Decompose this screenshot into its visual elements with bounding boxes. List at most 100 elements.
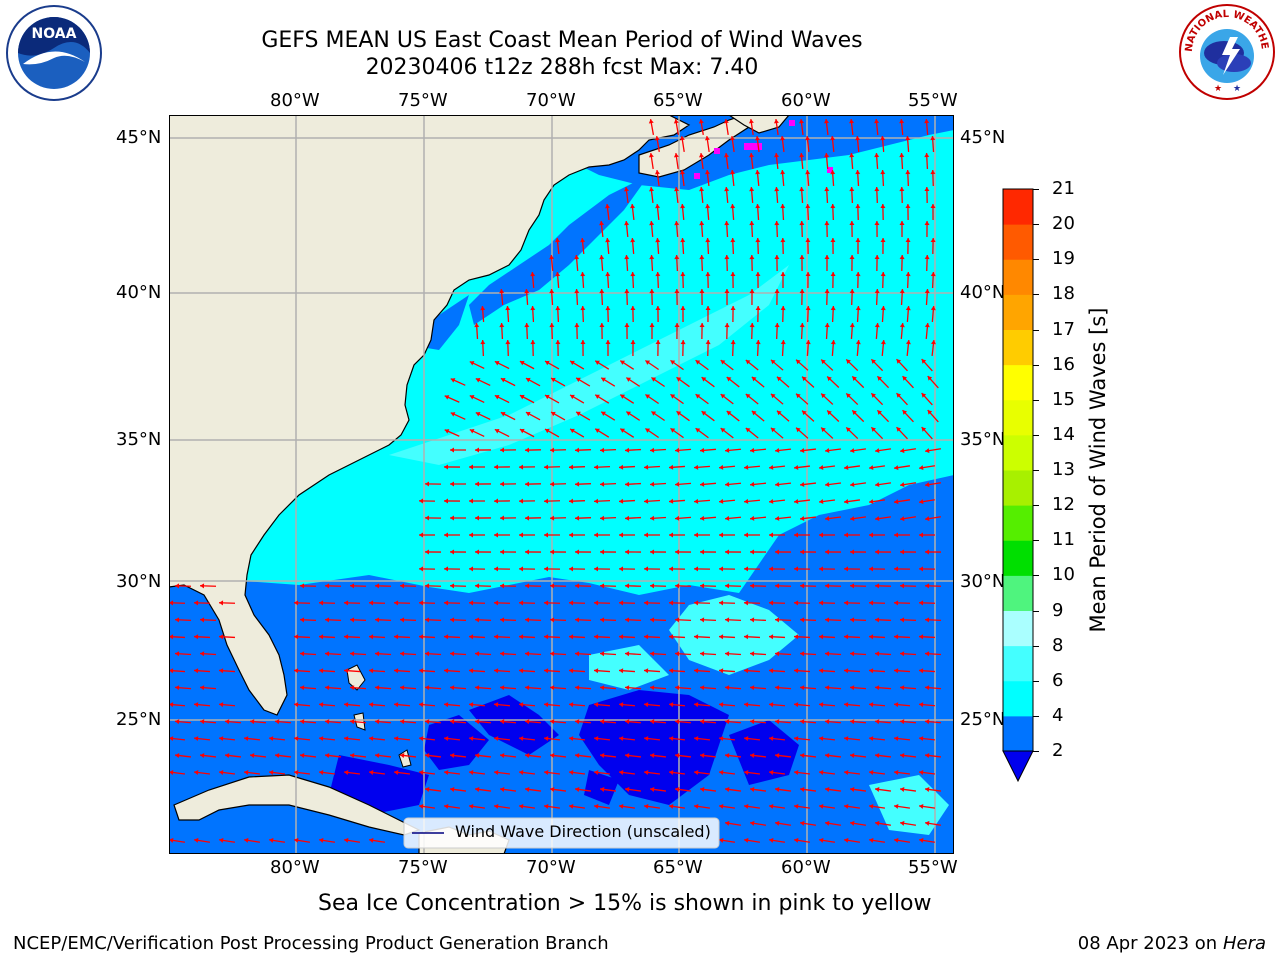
wind-wave-arrowhead — [894, 668, 899, 674]
wind-wave-arrowhead — [444, 770, 449, 775]
wind-wave-arrowhead — [855, 170, 861, 175]
wind-wave-arrowhead — [775, 549, 780, 555]
wind-wave-arrowhead — [425, 617, 430, 623]
wind-wave-arrowhead — [875, 753, 880, 759]
wind-wave-arrowhead — [921, 393, 927, 398]
wind-wave-arrowhead — [450, 378, 456, 383]
wind-wave-arrowhead — [919, 634, 924, 640]
wind-wave-arrows — [169, 118, 942, 843]
wind-wave-arrowhead — [780, 170, 786, 175]
wind-wave-arrowhead — [749, 187, 755, 192]
wind-wave-arrowhead — [595, 394, 600, 400]
wind-wave-arrowhead — [725, 515, 730, 521]
wind-wave-arrowhead — [525, 719, 530, 725]
wind-wave-arrowhead — [650, 481, 655, 487]
wind-wave-arrowhead — [719, 464, 724, 470]
wind-wave-arrowhead — [899, 119, 905, 124]
wind-wave-arrowhead — [675, 549, 680, 555]
wind-wave-arrowhead — [875, 617, 880, 623]
wind-wave-arrowhead — [900, 685, 905, 691]
wind-wave-arrowhead — [680, 306, 686, 311]
wind-wave-arrowhead — [695, 428, 701, 433]
wind-wave-arrowhead — [744, 702, 749, 708]
wind-wave-arrowhead — [200, 651, 205, 657]
wind-wave-arrowhead — [824, 255, 830, 260]
wind-wave-arrowhead — [780, 272, 786, 277]
wind-wave-arrowhead — [630, 340, 636, 345]
wind-wave-arrowhead — [830, 136, 836, 141]
wind-wave-arrowhead — [375, 651, 380, 657]
wind-wave-arrowhead — [625, 685, 630, 691]
wind-wave-arrowhead — [644, 736, 649, 742]
wind-wave-arrowhead — [269, 837, 274, 843]
wind-wave-arrowhead — [350, 583, 355, 589]
colorbar-segment — [1003, 470, 1033, 506]
wind-wave-arrowhead — [344, 837, 349, 843]
wind-wave-arrowhead — [194, 600, 199, 606]
wind-wave-arrowhead — [724, 187, 730, 192]
wind-wave-arrowhead — [475, 651, 480, 657]
wind-wave-arrowhead — [894, 736, 899, 742]
wind-wave-arrowhead — [519, 702, 524, 708]
wind-wave-arrowhead — [675, 753, 680, 759]
wind-wave-arrowhead — [880, 136, 886, 141]
wind-wave-arrowhead — [755, 340, 761, 345]
wind-wave-arrowhead — [669, 803, 674, 809]
wind-wave-arrowhead — [669, 464, 674, 470]
wind-wave-arrowhead — [580, 272, 586, 277]
wind-wave-arrowhead — [600, 685, 605, 691]
wind-wave-arrowhead — [825, 583, 830, 589]
wind-wave-arrowhead — [825, 685, 830, 691]
wind-wave-arrowhead — [905, 272, 911, 277]
wind-wave-arrowhead — [394, 668, 399, 674]
wind-wave-arrowhead — [673, 153, 679, 158]
wind-wave-arrowhead — [644, 566, 649, 572]
wind-wave-arrowhead — [650, 651, 655, 657]
sea-ice-note: Sea Ice Concentration > 15% is shown in … — [318, 891, 932, 916]
wind-wave-arrowhead — [900, 651, 905, 657]
wind-wave-arrowhead — [844, 499, 849, 505]
wind-wave-arrowhead — [219, 837, 224, 843]
wind-wave-arrowhead — [894, 803, 899, 809]
wind-wave-arrowhead — [425, 685, 430, 691]
wind-wave-arrowhead — [874, 221, 880, 226]
wind-wave-arrowhead — [450, 481, 455, 487]
wind-wave-arrowhead — [450, 412, 456, 417]
colorbar-segment — [1003, 329, 1033, 366]
wind-wave-arrowhead — [575, 786, 580, 792]
wind-wave-arrowhead — [624, 187, 629, 192]
wind-wave-arrowhead — [871, 393, 876, 398]
wind-wave-arrowhead — [905, 306, 911, 311]
wind-wave-arrowhead — [830, 170, 836, 175]
wind-wave-arrowhead — [599, 289, 605, 294]
wind-wave-arrowhead — [800, 549, 805, 555]
wind-wave-arrowhead — [551, 411, 556, 417]
wind-wave-arrowhead — [575, 447, 580, 453]
wind-wave-arrowhead — [698, 119, 704, 124]
wind-wave-arrowhead — [705, 238, 711, 243]
wind-wave-arrowhead — [775, 820, 780, 826]
wind-wave-arrowhead — [700, 447, 705, 453]
wind-wave-arrowhead — [844, 702, 849, 708]
wind-wave-arrowhead — [225, 753, 230, 759]
wind-wave-arrowhead — [919, 566, 924, 572]
wind-wave-arrowhead — [700, 583, 705, 589]
wind-wave-arrowhead — [719, 770, 724, 775]
wind-wave-arrowhead — [775, 685, 780, 691]
colorbar-tick — [1033, 505, 1039, 507]
wind-wave-arrowhead — [444, 736, 449, 742]
colorbar — [1000, 186, 1040, 786]
wind-wave-arrowhead — [794, 736, 799, 742]
wind-wave-arrowhead — [723, 119, 729, 124]
wind-wave-arrowhead — [719, 498, 724, 504]
wind-wave-arrowhead — [849, 323, 855, 328]
wind-wave-arrowhead — [749, 255, 755, 260]
wind-wave-arrowhead — [900, 516, 905, 522]
wind-wave-arrowhead — [169, 600, 174, 606]
wind-wave-arrowhead — [469, 668, 474, 674]
wind-wave-arrowhead — [569, 600, 574, 606]
wind-wave-arrowhead — [819, 702, 824, 708]
wind-wave-arrowhead — [344, 702, 349, 708]
wind-wave-arrowhead — [924, 187, 930, 192]
wind-wave-arrowhead — [499, 289, 505, 294]
